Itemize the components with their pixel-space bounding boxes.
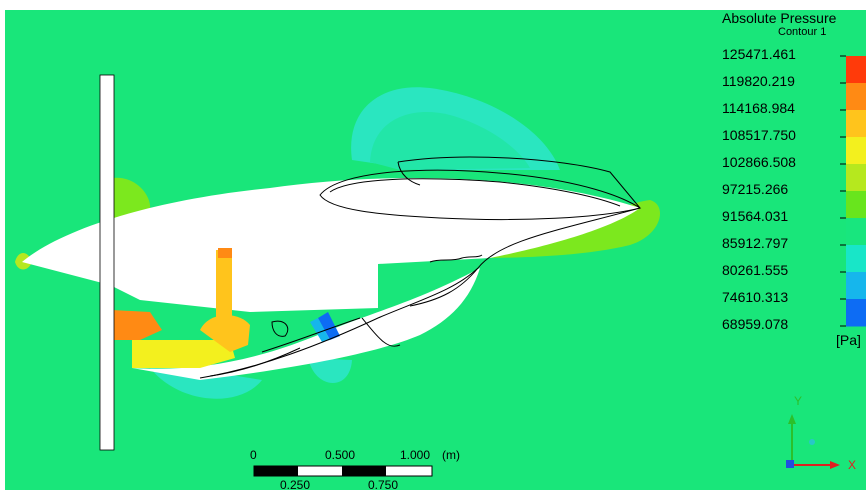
legend-level-label: 119820.219 <box>722 73 795 89</box>
high-pressure-duct-left <box>112 310 162 340</box>
radiator-stack <box>216 250 232 320</box>
geometry-outline <box>199 156 642 379</box>
legend-level-label: 102866.508 <box>722 154 796 170</box>
scale-label-1-0: 1.000 <box>400 448 431 462</box>
y-axis-label: Y <box>794 394 803 408</box>
legend-level-label: 114168.984 <box>722 100 795 116</box>
propeller-disk <box>99 74 115 451</box>
scale-bar <box>253 465 433 477</box>
legend-swatch <box>846 299 866 327</box>
legend-swatch <box>846 56 866 84</box>
legend-level-label: 125471.461 <box>722 46 796 62</box>
legend-level-label: 85912.797 <box>722 235 789 251</box>
legend-swatch <box>846 272 866 300</box>
x-axis-label: X <box>848 458 857 472</box>
legend-title: Absolute Pressure <box>722 10 837 26</box>
legend-level-label: 80261.555 <box>722 262 789 278</box>
legend-level-label: 108517.750 <box>722 127 796 143</box>
low-pressure-lobe-inner <box>370 112 530 170</box>
legend-swatch <box>846 110 866 138</box>
scale-label-0-5: 0.500 <box>325 448 356 462</box>
legend-level-label: 74610.313 <box>722 289 789 305</box>
legend-unit: [Pa] <box>836 332 861 348</box>
scale-label-0-25: 0.250 <box>280 478 311 490</box>
fuselage-body <box>22 177 640 312</box>
low-pressure-band <box>318 312 340 340</box>
legend-color-bar <box>840 55 866 327</box>
high-pressure-duct-channel <box>132 340 235 368</box>
low-pressure-band-edge <box>310 318 330 342</box>
legend-swatch <box>846 164 866 192</box>
legend-level-label: 91564.031 <box>722 208 789 224</box>
high-pressure-duct-elbow <box>200 315 250 352</box>
legend-swatch <box>846 137 866 165</box>
fuselage-lower-body <box>132 268 480 380</box>
scale-label-0: 0 <box>250 448 257 462</box>
legend-subtitle: Contour 1 <box>778 26 827 38</box>
legend-swatch <box>846 245 866 273</box>
radiator-top <box>218 248 232 258</box>
legend-swatch <box>846 191 866 219</box>
legend-swatch <box>846 83 866 111</box>
scale-label-0-75: 0.750 <box>368 478 399 490</box>
scale-unit: (m) <box>442 448 460 462</box>
legend-level-label: 68959.078 <box>722 316 789 332</box>
legend-swatch <box>846 218 866 246</box>
legend-level-label: 97215.266 <box>722 181 789 197</box>
low-pressure-lobe-lower-2 <box>308 358 352 384</box>
axis-triad <box>786 414 840 469</box>
dashed-surface-line <box>429 254 483 263</box>
